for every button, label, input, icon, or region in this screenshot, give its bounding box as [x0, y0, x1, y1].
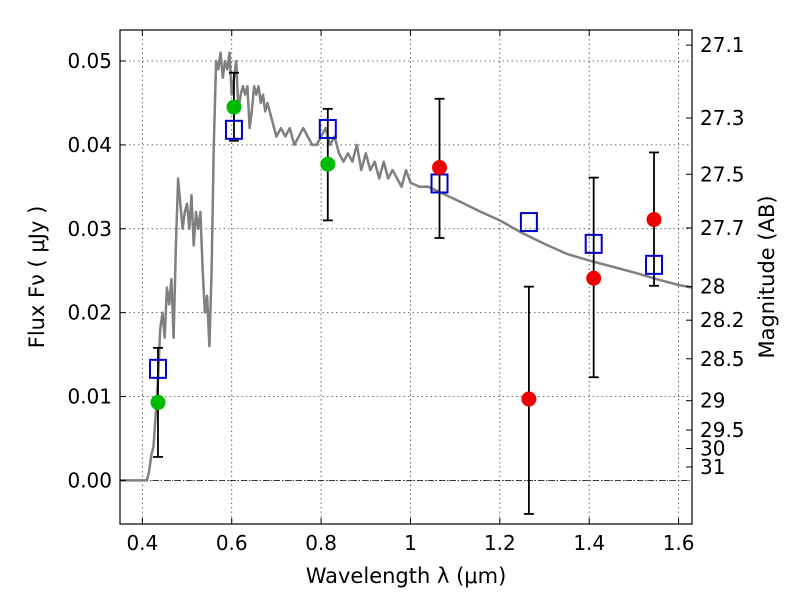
axes-frame	[119, 29, 693, 525]
x-tick-label: 0.4	[126, 531, 158, 555]
x-tick-label: 1.4	[573, 531, 605, 555]
x-tick-label: 0.6	[216, 531, 248, 555]
data-point	[586, 270, 602, 286]
plot-area	[120, 51, 693, 515]
y-tick-label: 0.01	[67, 385, 112, 409]
spectrum-line	[120, 51, 693, 482]
mag-tick-label: 27.7	[700, 216, 745, 240]
mag-tick-label: 30	[700, 437, 725, 461]
x-tick-label: 1.2	[484, 531, 516, 555]
y-tick-label: 0.02	[67, 301, 112, 325]
data-point	[521, 391, 537, 407]
photometry-square	[148, 358, 167, 379]
data-point	[320, 156, 336, 172]
x-tick-label: 0.8	[305, 531, 337, 555]
y-tick-label: 0.03	[67, 217, 112, 241]
mag-tick-label: 29	[700, 389, 725, 413]
x-tick-label: 1	[404, 531, 417, 555]
y-tick-label: 0.00	[67, 468, 112, 492]
mag-tick-label: 28.5	[700, 347, 745, 371]
y-axis-label: Flux Fν ( μJy )	[25, 206, 49, 349]
mag-tick-label: 27.1	[700, 33, 745, 57]
photometry-square	[584, 233, 603, 254]
x-axis-label: Wavelength λ (μm)	[306, 564, 507, 588]
mag-tick-label: 29.5	[700, 418, 745, 442]
data-point	[646, 212, 662, 228]
photometry-square	[645, 254, 664, 275]
grid-lines	[120, 30, 692, 524]
photometry-square	[224, 119, 243, 140]
photometry-square	[519, 212, 538, 233]
data-point	[432, 160, 448, 176]
y-tick-label: 0.05	[67, 49, 112, 73]
mag-tick-label: 28.2	[700, 308, 745, 332]
mag-tick-label: 31	[700, 455, 725, 479]
y-tick-label: 0.04	[67, 133, 112, 157]
data-point	[150, 394, 166, 410]
mag-tick-label: 27.5	[700, 162, 745, 186]
mag-tick-label: 28	[700, 275, 725, 299]
mag-tick-label: 27.3	[700, 106, 745, 130]
x-tick-label: 1.6	[663, 531, 695, 555]
axis-ticks: 0.4 0.6 0.8 1 1.2 1.4 1.6 0.00 0.01 0.02 0.03 0.04 0…	[67, 30, 745, 555]
photometry-square	[318, 118, 337, 139]
data-point	[226, 99, 242, 115]
y-axis-label-right: Magnitude (AB)	[755, 195, 779, 358]
